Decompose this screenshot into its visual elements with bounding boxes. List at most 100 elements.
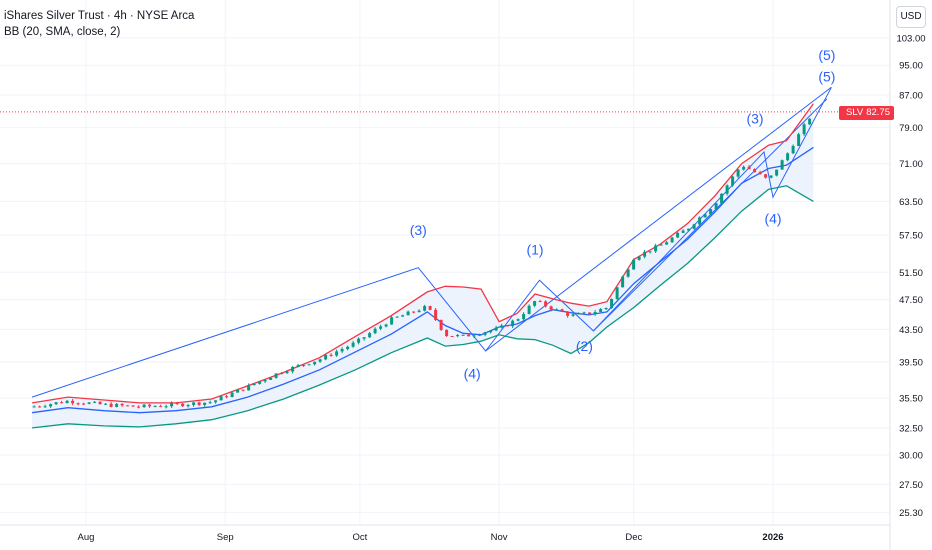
- candle-body: [225, 396, 229, 398]
- candle-body: [373, 328, 377, 334]
- candle-body: [566, 311, 570, 316]
- candle-body: [709, 209, 713, 215]
- candle-body: [43, 406, 47, 408]
- candle-body: [681, 230, 685, 233]
- indicator-title[interactable]: BB (20, SMA, close, 2): [4, 26, 121, 38]
- candle-body: [665, 242, 669, 245]
- candle-body: [742, 166, 746, 170]
- last-price-badge: SLV 82.75: [838, 106, 894, 120]
- candle-body: [577, 313, 581, 315]
- candle-body: [214, 400, 218, 403]
- candle-body: [170, 403, 174, 407]
- candle-body: [274, 373, 278, 378]
- candle-body: [351, 342, 355, 347]
- candle-body: [76, 403, 80, 405]
- candle-body: [219, 396, 223, 401]
- candle-body: [632, 259, 636, 270]
- candle-body: [98, 401, 102, 405]
- y-tick-label: 39.50: [899, 357, 923, 368]
- candle-body: [445, 329, 449, 336]
- candle-body: [659, 244, 663, 246]
- time-axis[interactable]: Aug Sep Oct Nov Dec 2026: [0, 524, 890, 543]
- candle-body: [406, 311, 410, 316]
- candle-body: [489, 330, 493, 333]
- candle-body: [263, 379, 267, 382]
- wave-label: (4): [464, 366, 481, 382]
- candle-body: [318, 359, 322, 362]
- x-tick-label: Aug: [78, 532, 95, 543]
- bollinger-band-fill: [32, 103, 814, 428]
- candle-body: [538, 301, 542, 303]
- candle-body: [401, 315, 405, 317]
- candle-body: [203, 402, 207, 405]
- candle-body: [500, 325, 504, 328]
- candle-body: [434, 309, 438, 320]
- candle-body: [148, 404, 152, 407]
- candle-body: [643, 251, 647, 257]
- candle-body: [142, 404, 146, 408]
- candle-body: [764, 174, 768, 178]
- candle-body: [626, 269, 630, 277]
- candle-body: [571, 314, 575, 316]
- symbol-title[interactable]: iShares Silver Trust · 4h · NYSE Arca: [4, 10, 195, 22]
- candle-body: [71, 400, 75, 404]
- candle-body: [621, 276, 625, 288]
- candle-body: [247, 385, 251, 391]
- candle-body: [412, 311, 416, 313]
- y-tick-label: 27.50: [899, 480, 923, 491]
- y-tick-label: 51.50: [899, 268, 923, 279]
- candle-body: [362, 337, 366, 339]
- wave-zigzag: [31, 87, 832, 398]
- candle-body: [637, 256, 641, 260]
- currency-button[interactable]: USD: [896, 6, 926, 28]
- candle-body: [379, 326, 383, 329]
- candle-body: [32, 406, 36, 408]
- candle-body: [516, 319, 520, 321]
- price-axis[interactable]: 103.00 95.00 87.00 79.00 71.00 63.50 57.50 51.5…: [896, 33, 925, 519]
- candle-body: [357, 338, 361, 343]
- candle-body: [588, 312, 592, 315]
- wave-label: (3): [410, 222, 427, 238]
- candle-body: [269, 377, 273, 380]
- candle-body: [252, 383, 256, 386]
- y-tick-label: 71.00: [899, 159, 923, 170]
- y-tick-label: 87.00: [899, 90, 923, 101]
- candle-body: [582, 312, 586, 314]
- x-tick-label: Dec: [625, 532, 642, 543]
- candle-body: [494, 327, 498, 331]
- chart-grid: [0, 0, 890, 525]
- y-tick-label: 47.50: [899, 295, 923, 306]
- y-tick-label: 25.30: [899, 508, 923, 519]
- candle-body: [335, 351, 339, 356]
- candle-body: [291, 366, 295, 372]
- candlesticks: [32, 118, 812, 409]
- price-tag-symbol: SLV: [845, 107, 864, 118]
- x-tick-label: Nov: [491, 532, 508, 543]
- y-tick-label: 35.50: [899, 394, 923, 405]
- candle-body: [395, 316, 399, 318]
- candle-body: [324, 354, 328, 360]
- candle-body: [417, 310, 421, 312]
- candle-body: [60, 402, 64, 404]
- candle-body: [560, 309, 564, 312]
- candle-body: [104, 403, 108, 405]
- band-area: [32, 103, 814, 428]
- candle-body: [164, 406, 168, 408]
- candle-body: [544, 301, 548, 307]
- candle-body: [439, 319, 443, 330]
- candle-body: [456, 334, 460, 337]
- candle-body: [599, 309, 603, 312]
- candle-body: [329, 354, 333, 356]
- candle-body: [131, 405, 135, 407]
- candle-body: [126, 405, 130, 407]
- candle-body: [511, 320, 515, 327]
- candle-body: [791, 145, 795, 154]
- candle-body: [159, 406, 163, 408]
- candle-body: [197, 402, 201, 405]
- candle-body: [428, 306, 432, 310]
- candle-body: [747, 166, 751, 170]
- candle-body: [654, 245, 658, 252]
- y-tick-label: 63.50: [899, 197, 923, 208]
- candle-body: [478, 334, 482, 336]
